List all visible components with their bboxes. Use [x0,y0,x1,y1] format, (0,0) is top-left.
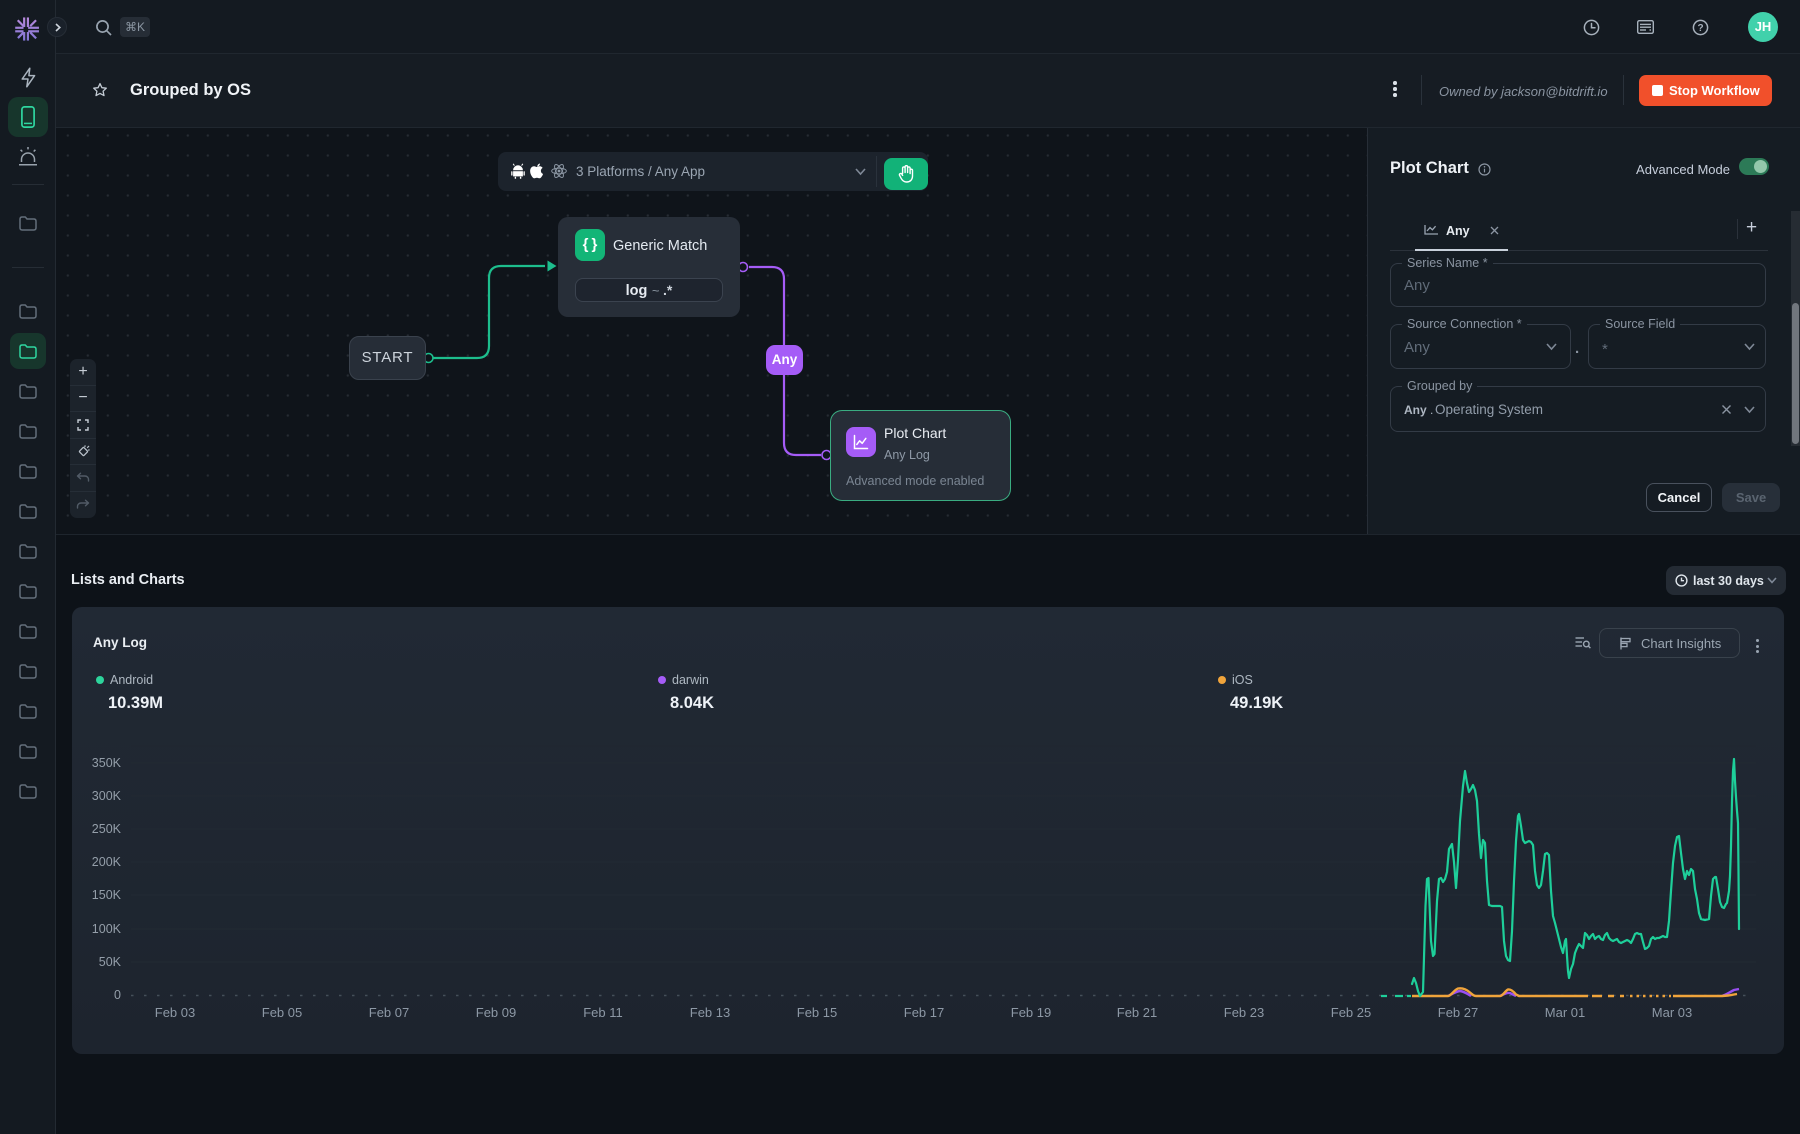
svg-text:?: ? [1697,23,1703,34]
